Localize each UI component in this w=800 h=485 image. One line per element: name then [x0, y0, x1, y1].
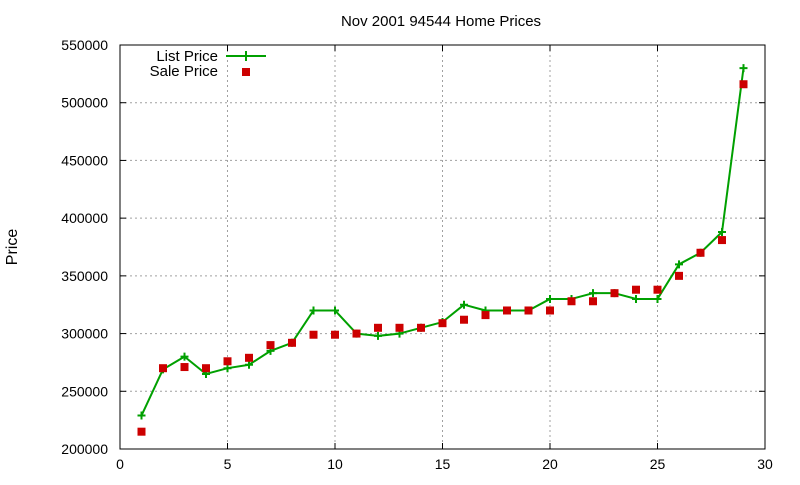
- list-price-point: [309, 306, 318, 315]
- sale-price-point: [417, 323, 425, 332]
- y-tick-label: 400000: [61, 210, 108, 226]
- list-price-point: [675, 260, 683, 269]
- sale-price-point: [331, 330, 339, 339]
- chart-title: Nov 2001 94544 Home Prices: [341, 13, 541, 30]
- sale-price-point: [374, 323, 382, 332]
- sale-price-point: [481, 311, 490, 320]
- sale-price-point: [180, 363, 189, 372]
- sale-price-point: [202, 364, 210, 373]
- sale-price-point: [524, 306, 533, 315]
- y-tick-label: 350000: [61, 268, 108, 284]
- legend-marker-list-price: [241, 51, 251, 61]
- y-axis-label: Price: [4, 229, 21, 266]
- list-price-point: [460, 300, 468, 309]
- sale-price-point: [718, 236, 726, 245]
- x-tick-label: 0: [116, 456, 124, 472]
- x-tick-label: 5: [224, 456, 232, 472]
- x-tick-label: 20: [542, 456, 558, 472]
- y-tick-label: 450000: [61, 152, 108, 168]
- sale-price-point: [266, 341, 275, 350]
- list-price-point: [137, 411, 146, 420]
- sale-price-point: [288, 338, 296, 347]
- sale-price-point: [567, 297, 576, 306]
- axis-ticks: 0 5 10 15 20 25 30 200000 250000 300000 350000 4000…: [61, 37, 773, 472]
- sale-price-point: [739, 80, 748, 89]
- y-tick-label: 550000: [61, 37, 108, 53]
- list-price-point: [546, 294, 554, 303]
- sale-price-point: [610, 289, 619, 298]
- sale-price-point: [395, 323, 404, 332]
- sale-price-point: [589, 297, 597, 306]
- list-price-point: [180, 352, 189, 361]
- list-price-point: [589, 289, 597, 298]
- sale-price-point: [696, 248, 705, 257]
- x-tick-label: 25: [650, 456, 666, 472]
- list-price-point: [331, 306, 339, 315]
- sale-price-point: [438, 319, 447, 328]
- sale-price-point: [632, 285, 640, 294]
- sale-price-point: [223, 357, 232, 366]
- grid: [120, 45, 765, 449]
- list-price-point: [739, 64, 748, 73]
- x-tick-label: 10: [327, 456, 343, 472]
- sale-price-point: [137, 427, 146, 436]
- sale-price-point: [546, 306, 554, 315]
- list-price-point: [223, 364, 232, 373]
- sale-price-point: [245, 353, 253, 362]
- series: [137, 64, 748, 436]
- sale-price-point: [309, 330, 318, 339]
- sale-price-point: [159, 364, 167, 373]
- list-price-point: [632, 294, 640, 303]
- sale-price-point: [503, 306, 511, 315]
- sale-price-point: [460, 315, 468, 324]
- y-tick-label: 200000: [61, 441, 108, 457]
- sale-price-point: [653, 285, 662, 294]
- list-price-point: [718, 227, 726, 236]
- x-tick-label: 30: [757, 456, 773, 472]
- legend-label-list-price: List Price: [156, 48, 218, 65]
- legend-label-sale-price: Sale Price: [150, 63, 218, 80]
- list-price-point: [653, 294, 662, 303]
- y-tick-label: 300000: [61, 326, 108, 342]
- legend: List Price Sale Price: [150, 48, 266, 80]
- x-tick-label: 15: [435, 456, 451, 472]
- sale-price-point: [352, 329, 361, 338]
- sale-price-point: [675, 271, 683, 280]
- legend-marker-sale-price: [242, 68, 250, 76]
- y-tick-label: 250000: [61, 383, 108, 399]
- list-price-point: [245, 360, 253, 369]
- list-price-point: [374, 331, 382, 340]
- y-tick-label: 500000: [61, 95, 108, 111]
